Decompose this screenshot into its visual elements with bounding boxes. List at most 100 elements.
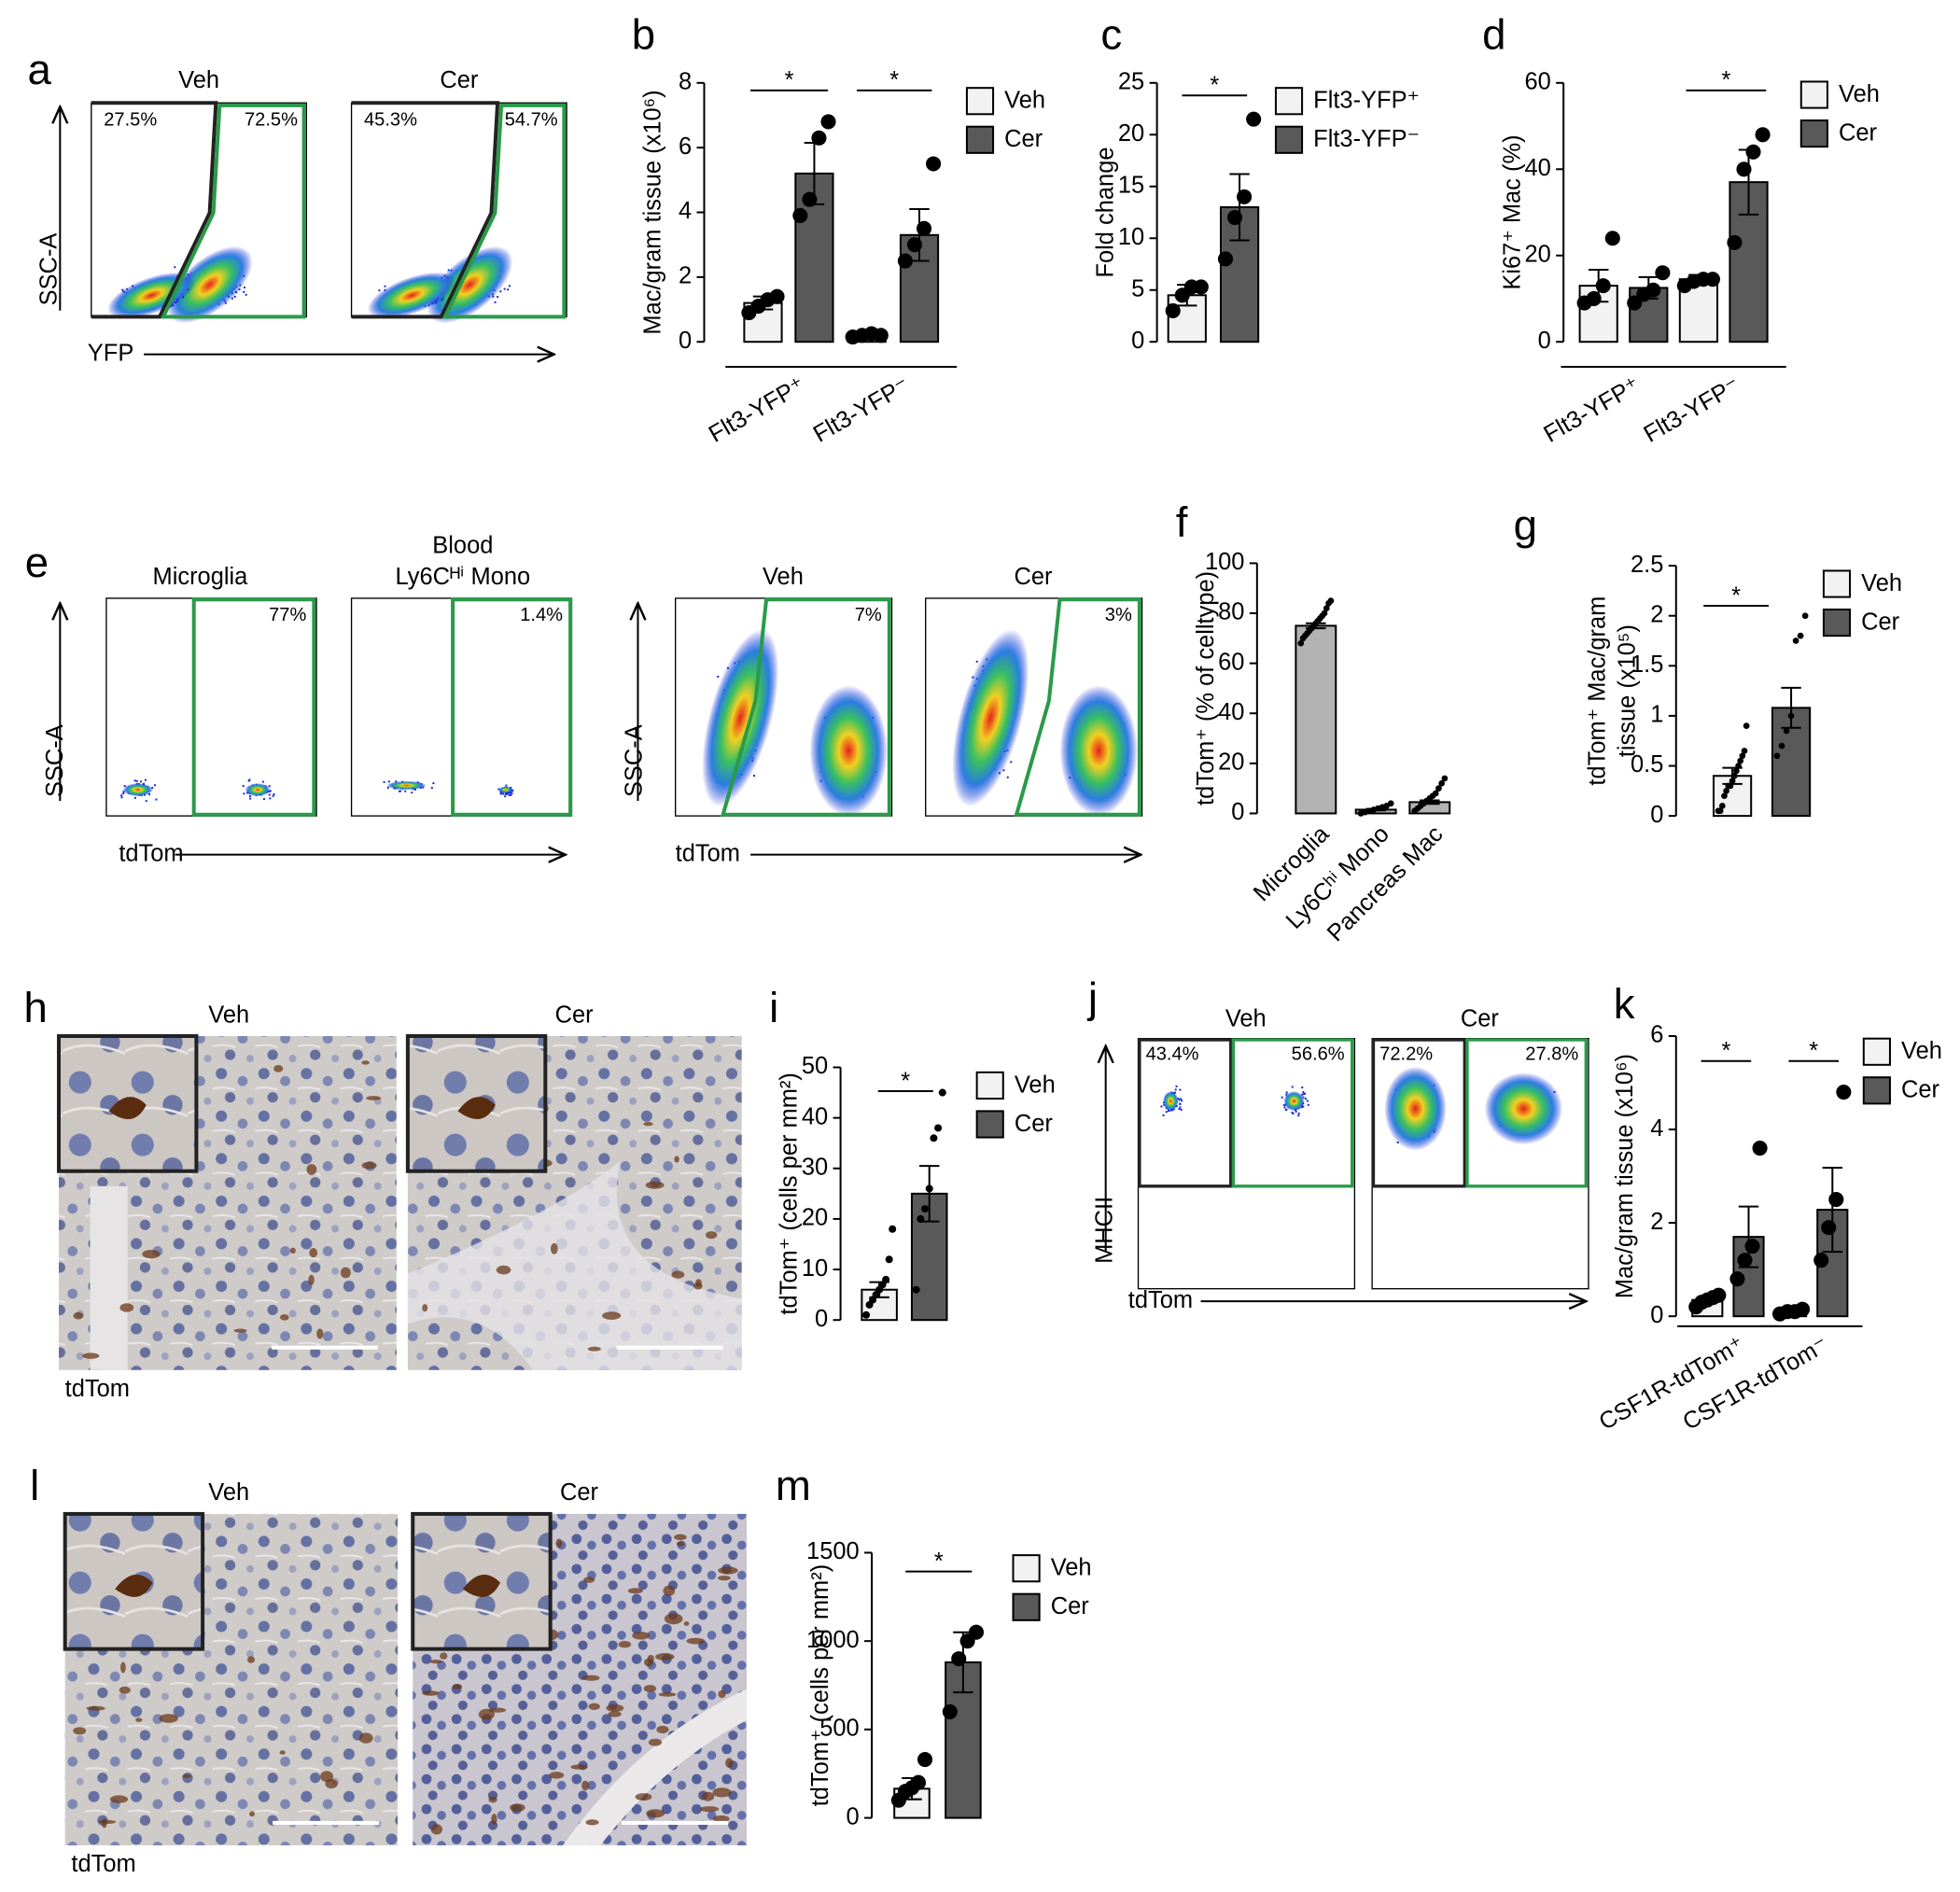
flow-plot <box>926 598 1142 816</box>
y-axis-label: tdTom⁺ (cells per mm²) <box>807 1564 833 1807</box>
flow-event <box>502 792 504 794</box>
stain-spot <box>644 1685 656 1692</box>
panel-label: a <box>27 46 51 93</box>
y-axis-label: Mac/gram tissue (x10⁶) <box>640 90 666 334</box>
flow-event <box>1181 1109 1183 1111</box>
y-tick-label: 4 <box>1650 1115 1663 1142</box>
flow-event <box>1180 1098 1182 1100</box>
gate-percent: 72.2% <box>1379 1044 1433 1064</box>
flow-event <box>399 791 400 792</box>
y-tick-label: 20 <box>1218 750 1244 776</box>
flow-plot <box>106 598 316 816</box>
stain-spot <box>663 1586 675 1596</box>
data-point <box>1753 1141 1768 1156</box>
y-tick-label: 10 <box>802 1255 828 1282</box>
x-tick-label: Flt3-YFP⁻ <box>809 372 915 448</box>
flow-event <box>1301 1086 1303 1088</box>
flow-event <box>262 781 264 783</box>
significance-label: * <box>1210 73 1219 99</box>
data-point <box>1784 728 1790 735</box>
data-point <box>1795 1302 1810 1317</box>
stain-spot <box>656 1726 668 1733</box>
y-tick-label: 50 <box>802 1053 828 1079</box>
gate-percent: 1.4% <box>520 605 563 625</box>
legend-label: Cer <box>1051 1593 1090 1619</box>
legend-swatch <box>967 127 993 153</box>
plot-title: Veh <box>763 564 804 590</box>
flow-event <box>1166 1111 1168 1113</box>
data-point <box>917 1752 932 1767</box>
legend-label: Veh <box>1861 570 1902 596</box>
flow-event <box>511 792 512 794</box>
y-tick-label: 10 <box>1118 224 1144 250</box>
stain-spot <box>309 1248 317 1257</box>
flow-event <box>1292 1086 1294 1088</box>
flow-event <box>495 301 497 303</box>
data-point <box>1246 112 1261 127</box>
significance-label: * <box>1721 67 1730 93</box>
significance-label: * <box>1721 1038 1730 1064</box>
flow-event <box>505 785 507 787</box>
data-point <box>1328 597 1335 604</box>
stain-spot <box>718 1567 737 1575</box>
flow-frame <box>352 598 572 816</box>
flow-event <box>1010 761 1012 763</box>
legend-swatch <box>1801 81 1827 107</box>
legend-label: Veh <box>1901 1038 1942 1064</box>
stain-spot <box>73 1727 86 1734</box>
data-point <box>943 1704 958 1719</box>
plot-title: Cer <box>555 1002 595 1028</box>
data-point <box>1788 713 1795 720</box>
stain-spot <box>655 1653 675 1661</box>
y-tick-label: 20 <box>1524 241 1550 267</box>
y-tick-label: 0 <box>847 1803 860 1829</box>
gate-percent: 43.4% <box>1146 1044 1199 1064</box>
data-point <box>1166 303 1181 318</box>
panel-label: f <box>1176 498 1188 546</box>
flow-event <box>1302 1091 1304 1093</box>
flow-density <box>1283 1091 1304 1111</box>
plot-title: Cer <box>440 67 479 93</box>
y-tick-label: 2 <box>1650 601 1663 627</box>
flow-plot <box>91 103 307 337</box>
data-point <box>1729 1271 1744 1286</box>
stain-spot <box>119 1303 133 1311</box>
x-axis-label: tdTom <box>1128 1287 1193 1313</box>
flow-event <box>155 799 157 801</box>
flow-event <box>1007 777 1009 778</box>
data-point <box>1802 612 1809 619</box>
stain-spot <box>674 1535 687 1540</box>
stain-spot <box>182 1774 190 1778</box>
flow-event <box>1286 1091 1288 1093</box>
stain-spot <box>73 1312 83 1320</box>
data-point <box>802 192 817 207</box>
legend-label: Flt3-YFP⁻ <box>1313 126 1420 152</box>
y-tick-label: 5 <box>1131 275 1144 301</box>
flow-density <box>122 783 152 796</box>
flow-event <box>248 780 250 782</box>
significance-label: * <box>1731 582 1741 609</box>
y-axis-label: tissue (x10⁵) <box>1615 624 1641 757</box>
plot-title: Veh <box>178 67 219 93</box>
data-point <box>1744 1239 1759 1254</box>
stain-spot <box>684 1621 690 1626</box>
data-point <box>1227 210 1242 225</box>
x-axis-label: tdTom <box>676 840 740 866</box>
y-axis-label: Fold change <box>1093 147 1119 277</box>
data-point <box>1719 803 1726 809</box>
stain-spot <box>491 1814 497 1825</box>
data-point <box>1388 800 1394 806</box>
data-point <box>1821 1220 1836 1235</box>
y-axis-label: MHCII <box>1091 1197 1117 1264</box>
stain-spot <box>677 1541 684 1546</box>
y-axis-label: Ki67⁺ Mac (%) <box>1499 134 1525 289</box>
histology-image <box>413 1514 747 1845</box>
y-axis-label: SSC-A <box>42 724 68 797</box>
stain-label: tdTom <box>71 1851 135 1877</box>
panel-label: g <box>1514 501 1537 549</box>
stain-spot <box>249 1812 255 1817</box>
stain-spot <box>606 1704 623 1712</box>
stain-spot <box>619 1641 632 1647</box>
flow-event <box>507 288 509 290</box>
stain-spot <box>665 1613 683 1624</box>
